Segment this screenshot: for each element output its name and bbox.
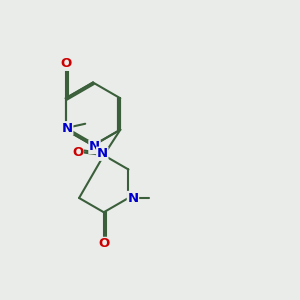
Text: N: N: [128, 191, 139, 205]
Text: N: N: [89, 140, 100, 154]
Text: O: O: [72, 146, 83, 159]
Text: O: O: [98, 237, 110, 250]
Text: O: O: [60, 57, 71, 70]
Text: N: N: [97, 147, 108, 160]
Text: N: N: [62, 122, 73, 135]
